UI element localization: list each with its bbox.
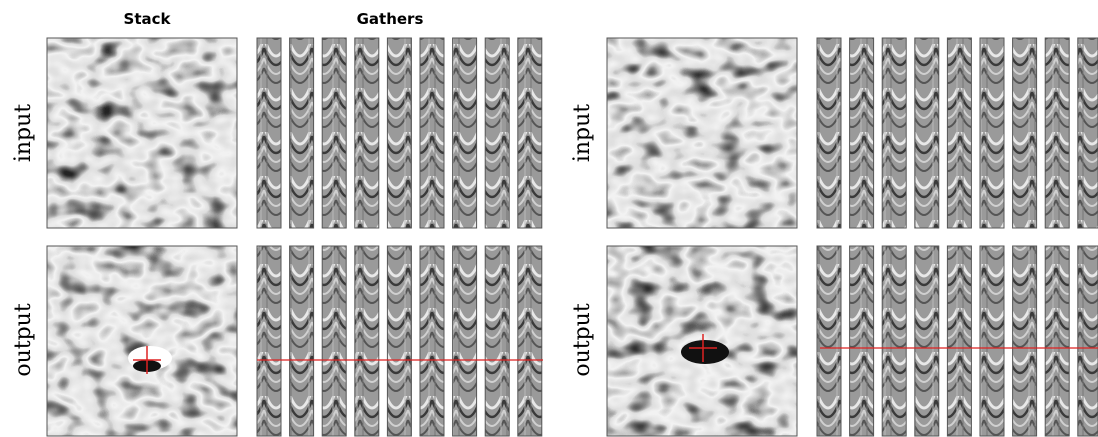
column-header: Gathers — [357, 10, 424, 28]
gather-strip — [321, 245, 347, 437]
gather-strip — [517, 37, 543, 229]
gather-strip — [289, 245, 315, 437]
gather-strip — [256, 37, 282, 229]
gather-strip — [354, 245, 380, 437]
gather-strip — [914, 37, 940, 229]
gather-strip — [484, 37, 510, 229]
highlight — [681, 340, 729, 364]
stack-frame — [606, 37, 798, 229]
gather-strip — [419, 37, 445, 229]
gather-strip — [881, 245, 907, 437]
gather-strip — [1044, 245, 1070, 437]
stack-frame — [46, 37, 238, 229]
row-label: input — [11, 104, 36, 162]
gather-strip — [914, 245, 940, 437]
gather-strip — [256, 245, 282, 437]
gather-strip — [1077, 37, 1098, 229]
stack-frame — [46, 245, 238, 437]
gather-strip — [452, 37, 478, 229]
gather-strip — [386, 37, 412, 229]
gather-strip — [1012, 245, 1038, 437]
stack-image — [47, 246, 237, 436]
gather-strip — [979, 245, 1005, 437]
gather-strip — [419, 245, 445, 437]
gather-strip — [816, 245, 842, 437]
stack-image — [47, 38, 237, 228]
gather-strip — [979, 37, 1005, 229]
gather-strip — [386, 245, 412, 437]
stack-frame — [606, 245, 798, 437]
row-label: input — [570, 104, 595, 162]
gather-strip — [1077, 245, 1098, 437]
gather-strip — [289, 37, 315, 229]
row-label: output — [570, 303, 595, 377]
gather-strip — [849, 245, 875, 437]
gather-strip — [849, 37, 875, 229]
gather-strip — [816, 37, 842, 229]
gather-strip — [484, 245, 510, 437]
gather-strip — [946, 37, 972, 229]
gather-strip — [354, 37, 380, 229]
column-header: Stack — [124, 10, 172, 28]
gather-strip — [517, 245, 543, 437]
row-label: output — [11, 303, 36, 377]
gather-strip — [946, 245, 972, 437]
gather-strip — [321, 37, 347, 229]
stack-image — [607, 38, 797, 228]
gather-strip — [1044, 37, 1070, 229]
gather-strip — [881, 37, 907, 229]
gather-strip — [1012, 37, 1038, 229]
gather-strip — [452, 245, 478, 437]
